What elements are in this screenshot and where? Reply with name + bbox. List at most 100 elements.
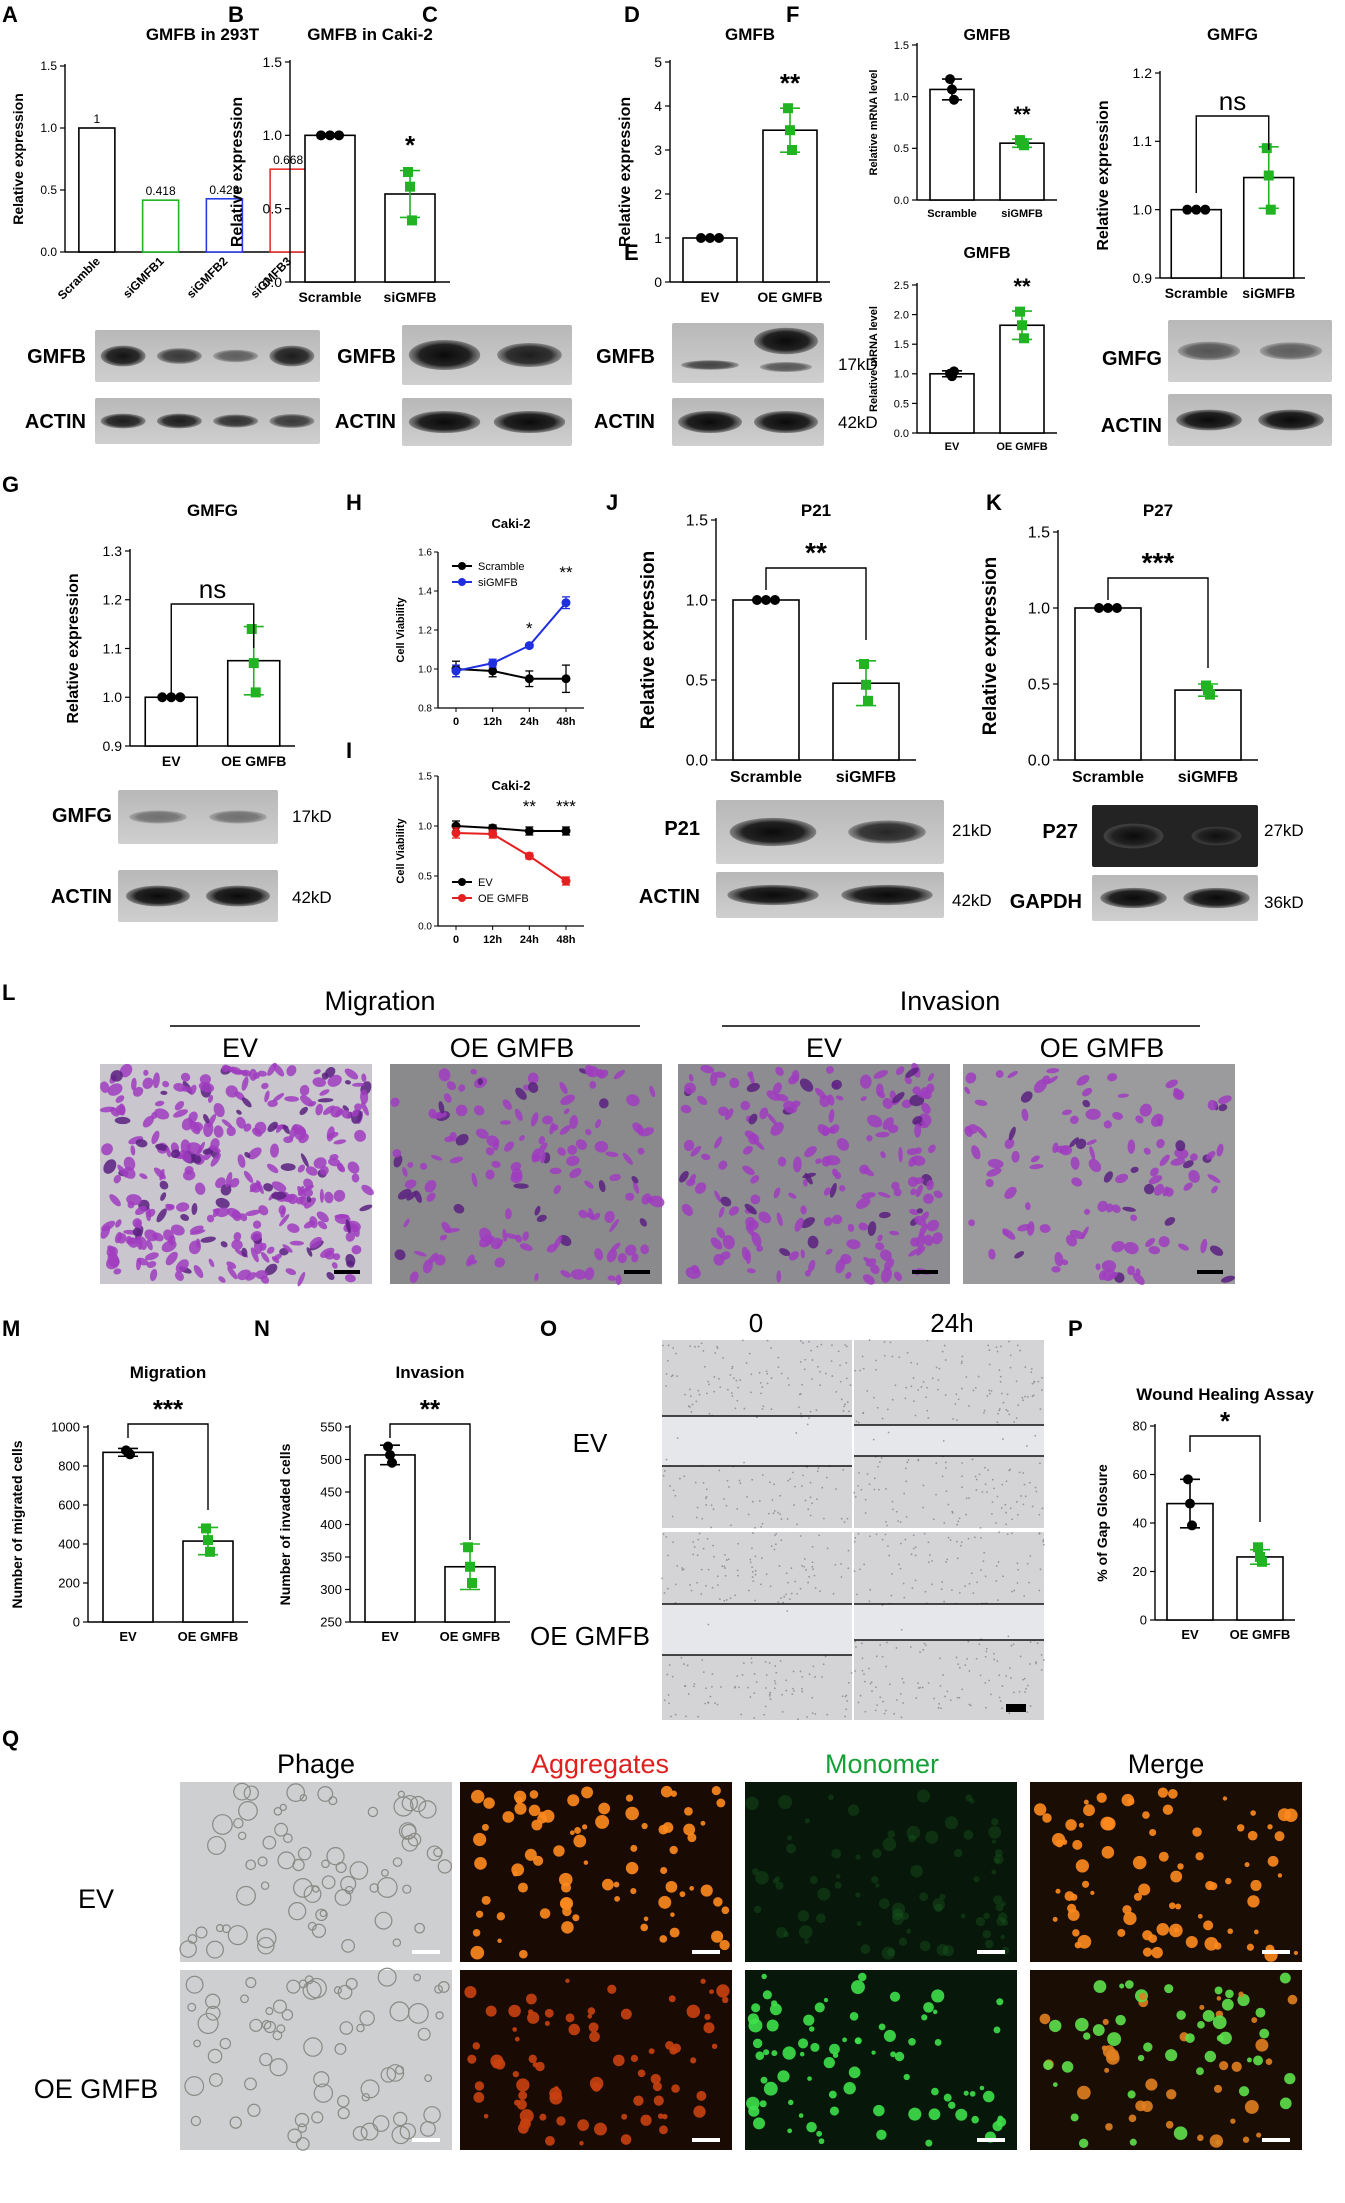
cell — [889, 1230, 900, 1236]
cell — [324, 1250, 335, 1260]
significance-mark: ** — [559, 563, 573, 582]
cell — [1209, 1245, 1224, 1256]
cell — [624, 1244, 637, 1256]
cell-dot — [922, 1380, 925, 1383]
cell-dot — [947, 1536, 950, 1539]
cell — [345, 1231, 355, 1242]
cell-dot — [1000, 1507, 1003, 1509]
chart-title: P21 — [801, 501, 831, 520]
cell-dot — [805, 1569, 807, 1571]
cell-dot — [706, 1537, 709, 1540]
fluorescent-cell — [1145, 2078, 1158, 2091]
blot-f-gmfg — [1168, 320, 1332, 382]
cell-dot — [769, 1698, 772, 1700]
fluorescent-cell — [993, 1895, 1003, 1905]
cell-dot — [877, 1465, 879, 1468]
fluorescent-cell — [786, 1835, 793, 1841]
cell — [130, 1145, 136, 1156]
fluorescent-cell — [713, 1897, 723, 1907]
jc1-image — [460, 1782, 732, 1962]
cell-outline — [293, 1878, 313, 1898]
cell-dot — [926, 1339, 929, 1342]
cell — [192, 1121, 204, 1132]
cell — [175, 1259, 189, 1273]
fluorescent-cell — [931, 2087, 939, 2096]
panel-letter-F: F — [786, 2, 799, 27]
cell-dot — [1029, 1641, 1032, 1643]
cell — [1153, 1183, 1165, 1196]
cell — [617, 1253, 627, 1264]
cell-dot — [835, 1390, 838, 1393]
x-tick-label: 12h — [483, 934, 502, 946]
fluorescent-cell — [625, 1861, 639, 1875]
cell-dot — [697, 1715, 700, 1718]
data-point — [1187, 1520, 1197, 1531]
size-c-42kd: 42kD — [838, 413, 878, 432]
y-tick-label: 1000 — [51, 1420, 80, 1435]
cell-outline — [303, 2037, 323, 2057]
data-point — [524, 826, 534, 836]
cell-outline — [369, 1883, 379, 1893]
fluorescent-cell — [908, 2037, 916, 2046]
cell — [115, 1095, 125, 1103]
cell — [788, 1251, 799, 1261]
bar — [1174, 689, 1242, 761]
cell-dot — [680, 1656, 683, 1659]
blot-label-a-actin: ACTIN — [25, 411, 86, 433]
cell — [995, 1070, 1004, 1078]
cell-dot — [876, 1704, 878, 1707]
cell — [530, 1112, 539, 1127]
cell — [151, 1130, 160, 1145]
fluorescent-cell — [1142, 1811, 1150, 1819]
cell-dot — [702, 1481, 705, 1484]
cell-outline — [240, 1994, 249, 2004]
transwell-image — [99, 1062, 374, 1287]
cell-dot — [1010, 1644, 1013, 1647]
fluorescent-cell — [621, 2113, 628, 2120]
cell — [846, 1239, 861, 1250]
cell-dot — [716, 1703, 719, 1706]
fluorescent-cell — [1175, 1903, 1182, 1910]
fluorescent-cell — [533, 1855, 544, 1866]
cell-dot — [819, 1384, 822, 1387]
fluorescent-cell — [1250, 1810, 1256, 1816]
cell-dot — [864, 1498, 867, 1501]
cell-dot — [672, 1489, 675, 1492]
cell-dot — [716, 1345, 718, 1348]
cell-dot — [856, 1593, 858, 1596]
cell — [319, 1089, 330, 1096]
fluorescent-cell — [777, 2070, 790, 2083]
fluorescent-cell — [1000, 1934, 1005, 1940]
cell — [499, 1120, 512, 1125]
category-label: EV — [1181, 1627, 1199, 1642]
fluorescent-cell — [591, 2081, 602, 2092]
cell-dot — [797, 1718, 799, 1721]
cell-dot — [1017, 1404, 1020, 1407]
cell — [165, 1146, 172, 1158]
cell-dot — [998, 1409, 1001, 1412]
fluorescent-cell — [1123, 1911, 1137, 1926]
cell-dot — [704, 1497, 707, 1500]
panel-letter-I: I — [346, 738, 352, 763]
fluorescent-cell — [1173, 2126, 1188, 2140]
size-j-42kd: 42kD — [952, 891, 992, 910]
fluorescent-cell — [1170, 1870, 1183, 1883]
cell — [249, 1068, 258, 1081]
cell — [446, 1081, 457, 1091]
fluorescent-cell — [1255, 2007, 1266, 2018]
fluorescent-cell — [693, 2105, 706, 2118]
bar-value-label: 0.429 — [209, 183, 239, 197]
cell-dot — [980, 1569, 982, 1571]
cell-dot — [1038, 1532, 1041, 1535]
cell-dot — [910, 1385, 913, 1388]
cell — [202, 1148, 214, 1155]
cell — [226, 1261, 237, 1269]
cell — [327, 1074, 342, 1087]
cell-dot — [988, 1389, 991, 1392]
cell — [317, 1220, 328, 1230]
cell-dot — [956, 1419, 958, 1422]
fluorescent-cell — [648, 2048, 655, 2055]
cell-dot — [753, 1673, 756, 1675]
fluorescent-cell — [560, 1896, 574, 1910]
cell — [914, 1215, 927, 1226]
